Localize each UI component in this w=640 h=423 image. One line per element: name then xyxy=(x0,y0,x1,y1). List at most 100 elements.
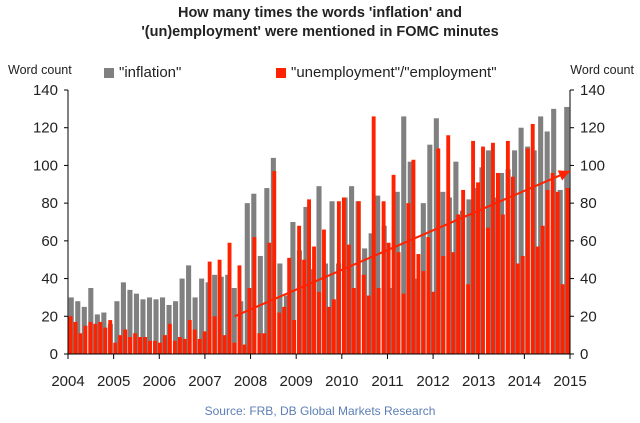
employment-bar xyxy=(133,333,138,354)
employment-bar xyxy=(491,142,495,354)
inflation-bar xyxy=(199,278,205,354)
legend-employment: "unemployment"/"employment" xyxy=(276,64,497,81)
inflation-bar xyxy=(140,299,146,354)
employment-bar xyxy=(167,323,172,354)
employment-bar xyxy=(118,335,123,354)
employment-bar xyxy=(500,214,505,354)
inflation-bar xyxy=(75,301,81,354)
employment-bar xyxy=(257,333,262,354)
employment-bar xyxy=(302,259,307,354)
left-y-tick-label: 20 xyxy=(41,308,58,325)
inflation-bar xyxy=(88,288,94,354)
employment-bar xyxy=(277,312,282,354)
employment-bar xyxy=(421,271,426,354)
x-tick-label: 2008 xyxy=(234,373,267,390)
employment-bar xyxy=(386,242,391,354)
chart-title-line-2: '(un)employment' were mentioned in FOMC … xyxy=(141,24,499,40)
employment-bar xyxy=(411,159,416,354)
x-tick-label: 2006 xyxy=(143,373,176,390)
employment-bar xyxy=(341,197,346,354)
employment-bar xyxy=(153,340,157,354)
employment-bar xyxy=(565,188,570,354)
employment-bar xyxy=(83,325,88,354)
left-y-tick-label: 120 xyxy=(33,120,58,137)
inflation-bar xyxy=(349,186,355,354)
inflation-bar xyxy=(466,199,472,354)
employment-bar xyxy=(307,199,311,354)
employment-bar xyxy=(162,335,167,354)
employment-bar xyxy=(158,342,162,354)
right-y-tick-label: 120 xyxy=(580,120,605,137)
employment-bar xyxy=(212,316,217,354)
employment-bar xyxy=(366,295,371,354)
employment-bar xyxy=(143,337,147,354)
inflation-bar xyxy=(153,299,159,354)
inflation-bar xyxy=(290,222,296,354)
employment-bar xyxy=(545,189,550,354)
left-y-tick-label: 100 xyxy=(33,157,58,174)
employment-bar xyxy=(322,229,326,354)
right-y-tick-label: 0 xyxy=(580,346,588,363)
x-tick-label: 2010 xyxy=(325,373,358,390)
inflation-bar xyxy=(557,189,563,354)
employment-bar xyxy=(336,201,341,354)
employment-bar xyxy=(371,116,376,355)
x-tick-label: 2011 xyxy=(371,373,403,390)
employment-bar xyxy=(262,333,267,354)
inflation-bar xyxy=(283,295,289,354)
employment-bar xyxy=(68,316,73,354)
employment-bar xyxy=(187,320,192,354)
inflation-bar xyxy=(518,127,524,354)
employment-bar xyxy=(520,255,525,354)
left-y-tick-label: 40 xyxy=(41,271,58,288)
left-y-tick-label: 140 xyxy=(33,82,58,99)
employment-bar xyxy=(461,189,466,354)
employment-bar xyxy=(103,327,108,354)
right-y-tick-label: 40 xyxy=(580,271,597,288)
left-y-tick-label: 0 xyxy=(50,346,58,363)
employment-bar xyxy=(466,284,471,354)
legend-label-inflation: "inflation" xyxy=(119,64,182,81)
legend-label-employment: "unemployment"/"employment" xyxy=(291,64,497,81)
inflation-bar xyxy=(120,282,126,354)
right-axis-title: Word count xyxy=(570,63,634,77)
right-y-tick-label: 60 xyxy=(580,233,597,250)
employment-bar xyxy=(560,284,565,354)
inflation-bar xyxy=(231,288,237,354)
employment-bar xyxy=(406,203,411,354)
inflation-bar xyxy=(192,297,198,354)
employment-bar xyxy=(123,329,128,354)
employment-bar xyxy=(113,342,118,354)
chart-title: How many times the words 'inflation' and… xyxy=(0,4,640,42)
inflation-bar xyxy=(277,263,283,354)
x-tick-label: 2007 xyxy=(188,373,221,390)
employment-bar xyxy=(331,299,336,354)
employment-bar xyxy=(540,225,545,354)
employment-bar xyxy=(282,306,287,354)
employment-bar xyxy=(88,321,93,354)
x-tick-label: 2009 xyxy=(279,373,312,390)
trend-arrowhead xyxy=(557,170,570,181)
inflation-bar xyxy=(329,201,335,354)
employment-bar xyxy=(312,246,316,354)
employment-bar xyxy=(441,255,446,354)
inflation-bar xyxy=(388,288,394,354)
inflation-bar xyxy=(368,233,374,354)
employment-bar xyxy=(202,331,207,354)
x-tick-label: 2014 xyxy=(508,373,541,390)
employment-bar xyxy=(401,293,406,354)
legend-swatch-employment xyxy=(276,67,286,78)
employment-bar xyxy=(217,259,222,354)
inflation-bar xyxy=(94,314,100,354)
employment-bar xyxy=(476,182,480,354)
employment-bar xyxy=(361,274,366,354)
employment-bar xyxy=(222,335,227,354)
employment-bar xyxy=(416,254,421,354)
chart-title-line-1: How many times the words 'inflation' and xyxy=(177,5,463,21)
employment-bar xyxy=(481,146,485,354)
inflation-bar xyxy=(159,297,166,354)
inflation-bar xyxy=(173,301,179,354)
inflation-bar xyxy=(133,293,139,354)
inflation-bar xyxy=(492,197,498,354)
inflation-bar xyxy=(316,186,322,354)
